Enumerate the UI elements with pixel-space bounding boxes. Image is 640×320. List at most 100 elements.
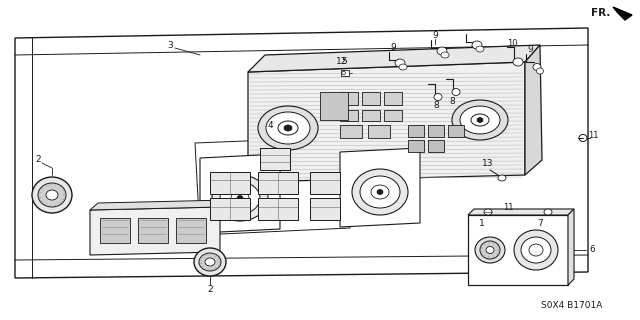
Ellipse shape [395, 59, 405, 67]
Ellipse shape [476, 46, 484, 52]
Ellipse shape [484, 209, 492, 215]
Polygon shape [468, 215, 568, 285]
Bar [362, 92, 380, 105]
Ellipse shape [377, 189, 383, 195]
Bar [258, 172, 298, 194]
Polygon shape [568, 209, 574, 285]
Bar [362, 110, 380, 121]
Ellipse shape [475, 237, 505, 263]
Text: 3: 3 [167, 41, 173, 50]
Text: S0X4 B1701A: S0X4 B1701A [541, 300, 603, 309]
Bar [340, 110, 358, 121]
Text: 1: 1 [479, 219, 485, 228]
Ellipse shape [371, 185, 389, 199]
Ellipse shape [533, 63, 541, 70]
Ellipse shape [452, 100, 508, 140]
Bar [138, 218, 168, 243]
Bar [320, 92, 348, 120]
Bar [100, 218, 130, 243]
Ellipse shape [352, 169, 408, 215]
Bar [340, 92, 358, 105]
Ellipse shape [266, 112, 310, 144]
Text: 13: 13 [483, 159, 493, 169]
Ellipse shape [231, 191, 249, 205]
Text: 11: 11 [588, 131, 598, 140]
Text: 8: 8 [449, 98, 455, 107]
Bar [368, 125, 390, 138]
Bar [448, 125, 464, 137]
Polygon shape [248, 45, 540, 72]
Ellipse shape [32, 177, 72, 213]
Ellipse shape [514, 230, 558, 270]
Ellipse shape [452, 89, 460, 95]
Ellipse shape [521, 237, 551, 263]
Bar [341, 70, 349, 76]
Ellipse shape [460, 106, 500, 134]
Text: 8: 8 [433, 101, 439, 110]
Bar [260, 148, 290, 170]
Text: 6: 6 [589, 245, 595, 254]
Bar [340, 125, 362, 138]
Ellipse shape [536, 68, 543, 74]
Bar [210, 172, 250, 194]
Ellipse shape [544, 209, 552, 215]
Bar [210, 198, 250, 220]
Ellipse shape [205, 258, 215, 266]
Ellipse shape [480, 241, 500, 259]
Ellipse shape [46, 190, 58, 200]
Text: 2: 2 [35, 156, 41, 164]
Bar [408, 140, 424, 152]
Bar [384, 110, 402, 121]
Ellipse shape [441, 52, 449, 58]
Ellipse shape [399, 64, 407, 70]
Ellipse shape [360, 176, 400, 208]
Ellipse shape [212, 175, 268, 221]
Polygon shape [248, 62, 525, 182]
Ellipse shape [498, 175, 506, 181]
Ellipse shape [486, 246, 494, 253]
Bar [258, 198, 298, 220]
Ellipse shape [220, 182, 260, 214]
Bar [176, 218, 206, 243]
Ellipse shape [529, 244, 543, 256]
Text: 11: 11 [503, 204, 513, 212]
Ellipse shape [258, 106, 318, 150]
Text: 9: 9 [390, 43, 396, 52]
Polygon shape [340, 148, 420, 227]
Ellipse shape [434, 93, 442, 100]
Polygon shape [525, 45, 542, 175]
Polygon shape [613, 7, 632, 20]
Bar [428, 140, 444, 152]
Bar [310, 172, 340, 194]
Text: 12: 12 [336, 58, 348, 67]
Text: 10: 10 [507, 38, 517, 47]
Ellipse shape [278, 121, 298, 135]
Ellipse shape [472, 41, 482, 49]
Ellipse shape [471, 114, 489, 126]
Bar [384, 92, 402, 105]
Text: 9: 9 [432, 31, 438, 41]
Polygon shape [200, 154, 280, 233]
Ellipse shape [579, 134, 587, 141]
Ellipse shape [38, 183, 66, 207]
Text: 2: 2 [207, 285, 213, 294]
Text: 4: 4 [267, 122, 273, 131]
Ellipse shape [194, 248, 226, 276]
Text: 9: 9 [527, 44, 533, 53]
Text: FR.: FR. [591, 8, 611, 18]
Ellipse shape [342, 71, 346, 75]
Bar [408, 125, 424, 137]
Bar [310, 198, 340, 220]
Ellipse shape [477, 117, 483, 123]
Ellipse shape [513, 58, 523, 66]
Bar [428, 125, 444, 137]
Text: 7: 7 [537, 219, 543, 228]
Ellipse shape [284, 125, 292, 131]
Polygon shape [468, 209, 574, 215]
Polygon shape [15, 28, 588, 278]
Ellipse shape [437, 47, 447, 55]
Ellipse shape [237, 196, 243, 201]
Polygon shape [90, 207, 220, 255]
Polygon shape [90, 200, 228, 210]
Ellipse shape [199, 253, 221, 271]
